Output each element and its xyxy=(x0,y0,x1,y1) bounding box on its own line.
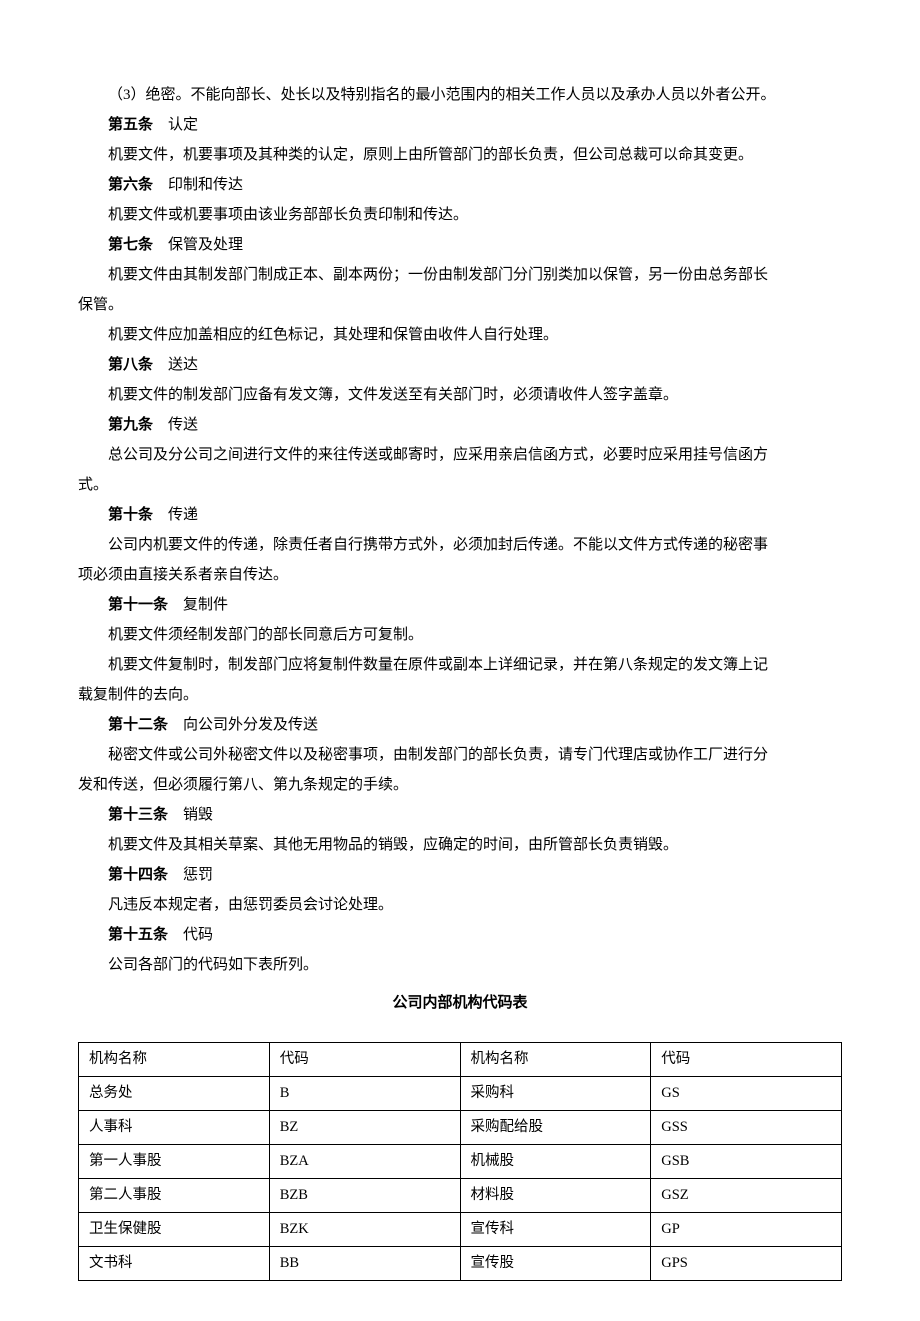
article-subtitle: 送达 xyxy=(168,357,198,373)
paragraph-continuation: 载复制件的去向。 xyxy=(78,680,842,710)
table-header-cell: 机构名称 xyxy=(460,1043,651,1077)
article-heading: 第八条送达 xyxy=(78,350,842,380)
article-number: 第十三条 xyxy=(108,807,168,823)
table-cell: 宣传科 xyxy=(460,1213,651,1247)
table-cell: 采购科 xyxy=(460,1077,651,1111)
article-number: 第八条 xyxy=(108,357,153,373)
article-subtitle: 复制件 xyxy=(183,597,228,613)
article-number: 第十五条 xyxy=(108,927,168,943)
code-table: 机构名称代码机构名称代码总务处B采购科GS人事科BZ采购配给股GSS第一人事股B… xyxy=(78,1042,842,1281)
paragraph: 机要文件由其制发部门制成正本、副本两份；一份由制发部门分门别类加以保管，另一份由… xyxy=(78,260,842,290)
table-cell: 材料股 xyxy=(460,1179,651,1213)
table-cell: 采购配给股 xyxy=(460,1111,651,1145)
paragraph: 总公司及分公司之间进行文件的来往传送或邮寄时，应采用亲启信函方式，必要时应采用挂… xyxy=(78,440,842,470)
table-cell: GSB xyxy=(651,1145,842,1179)
table-header-cell: 代码 xyxy=(269,1043,460,1077)
article-heading: 第十二条向公司外分发及传送 xyxy=(78,710,842,740)
table-header-cell: 机构名称 xyxy=(79,1043,270,1077)
article-heading: 第七条保管及处理 xyxy=(78,230,842,260)
paragraph: 机要文件须经制发部门的部长同意后方可复制。 xyxy=(78,620,842,650)
article-subtitle: 销毁 xyxy=(183,807,213,823)
table-header-row: 机构名称代码机构名称代码 xyxy=(79,1043,842,1077)
article-subtitle: 惩罚 xyxy=(183,867,213,883)
article-heading: 第六条印制和传达 xyxy=(78,170,842,200)
paragraph: 公司内机要文件的传递，除责任者自行携带方式外，必须加封后传递。不能以文件方式传递… xyxy=(78,530,842,560)
table-cell: BZK xyxy=(269,1213,460,1247)
table-row: 文书科BB宣传股GPS xyxy=(79,1247,842,1281)
paragraph: 秘密文件或公司外秘密文件以及秘密事项，由制发部门的部长负责，请专门代理店或协作工… xyxy=(78,740,842,770)
table-cell: BZ xyxy=(269,1111,460,1145)
table-cell: BZA xyxy=(269,1145,460,1179)
article-heading: 第九条传送 xyxy=(78,410,842,440)
article-number: 第六条 xyxy=(108,177,153,193)
article-subtitle: 印制和传达 xyxy=(168,177,243,193)
article-subtitle: 认定 xyxy=(168,117,198,133)
table-cell: 文书科 xyxy=(79,1247,270,1281)
table-cell: BZB xyxy=(269,1179,460,1213)
article-heading: 第十条传递 xyxy=(78,500,842,530)
article-subtitle: 向公司外分发及传送 xyxy=(183,717,318,733)
paragraph: 机要文件，机要事项及其种类的认定，原则上由所管部门的部长负责，但公司总裁可以命其… xyxy=(78,140,842,170)
table-header-cell: 代码 xyxy=(651,1043,842,1077)
paragraph: 机要文件或机要事项由该业务部部长负责印制和传达。 xyxy=(78,200,842,230)
paragraph: 机要文件的制发部门应备有发文簿，文件发送至有关部门时，必须请收件人签字盖章。 xyxy=(78,380,842,410)
paragraph-continuation: 保管。 xyxy=(78,290,842,320)
article-heading: 第十一条复制件 xyxy=(78,590,842,620)
paragraph: 机要文件应加盖相应的红色标记，其处理和保管由收件人自行处理。 xyxy=(78,320,842,350)
article-subtitle: 传递 xyxy=(168,507,198,523)
table-cell: 第二人事股 xyxy=(79,1179,270,1213)
article-number: 第十一条 xyxy=(108,597,168,613)
table-cell: 人事科 xyxy=(79,1111,270,1145)
article-number: 第十四条 xyxy=(108,867,168,883)
table-title: 公司内部机构代码表 xyxy=(78,988,842,1018)
table-cell: 总务处 xyxy=(79,1077,270,1111)
document-body: （3）绝密。不能向部长、处长以及特别指名的最小范围内的相关工作人员以及承办人员以… xyxy=(78,80,842,980)
article-subtitle: 保管及处理 xyxy=(168,237,243,253)
article-number: 第十条 xyxy=(108,507,153,523)
table-cell: GP xyxy=(651,1213,842,1247)
table-cell: GPS xyxy=(651,1247,842,1281)
table-row: 人事科BZ采购配给股GSS xyxy=(79,1111,842,1145)
paragraph-continuation: 式。 xyxy=(78,470,842,500)
table-cell: BB xyxy=(269,1247,460,1281)
article-heading: 第十五条代码 xyxy=(78,920,842,950)
table-cell: GS xyxy=(651,1077,842,1111)
article-number: 第七条 xyxy=(108,237,153,253)
table-cell: 宣传股 xyxy=(460,1247,651,1281)
table-row: 第二人事股BZB材料股GSZ xyxy=(79,1179,842,1213)
table-row: 第一人事股BZA机械股GSB xyxy=(79,1145,842,1179)
article-heading: 第十四条惩罚 xyxy=(78,860,842,890)
paragraph-continuation: 发和传送，但必须履行第八、第九条规定的手续。 xyxy=(78,770,842,800)
article-heading: 第五条认定 xyxy=(78,110,842,140)
article-number: 第九条 xyxy=(108,417,153,433)
paragraph: （3）绝密。不能向部长、处长以及特别指名的最小范围内的相关工作人员以及承办人员以… xyxy=(78,80,842,110)
table-cell: 机械股 xyxy=(460,1145,651,1179)
table-cell: B xyxy=(269,1077,460,1111)
article-subtitle: 传送 xyxy=(168,417,198,433)
article-heading: 第十三条销毁 xyxy=(78,800,842,830)
table-cell: 第一人事股 xyxy=(79,1145,270,1179)
paragraph: 公司各部门的代码如下表所列。 xyxy=(78,950,842,980)
table-cell: GSS xyxy=(651,1111,842,1145)
paragraph-continuation: 项必须由直接关系者亲自传达。 xyxy=(78,560,842,590)
paragraph: 机要文件复制时，制发部门应将复制件数量在原件或副本上详细记录，并在第八条规定的发… xyxy=(78,650,842,680)
article-number: 第五条 xyxy=(108,117,153,133)
table-row: 总务处B采购科GS xyxy=(79,1077,842,1111)
article-subtitle: 代码 xyxy=(183,927,213,943)
table-row: 卫生保健股BZK宣传科GP xyxy=(79,1213,842,1247)
paragraph: 凡违反本规定者，由惩罚委员会讨论处理。 xyxy=(78,890,842,920)
table-cell: 卫生保健股 xyxy=(79,1213,270,1247)
table-cell: GSZ xyxy=(651,1179,842,1213)
paragraph: 机要文件及其相关草案、其他无用物品的销毁，应确定的时间，由所管部长负责销毁。 xyxy=(78,830,842,860)
article-number: 第十二条 xyxy=(108,717,168,733)
